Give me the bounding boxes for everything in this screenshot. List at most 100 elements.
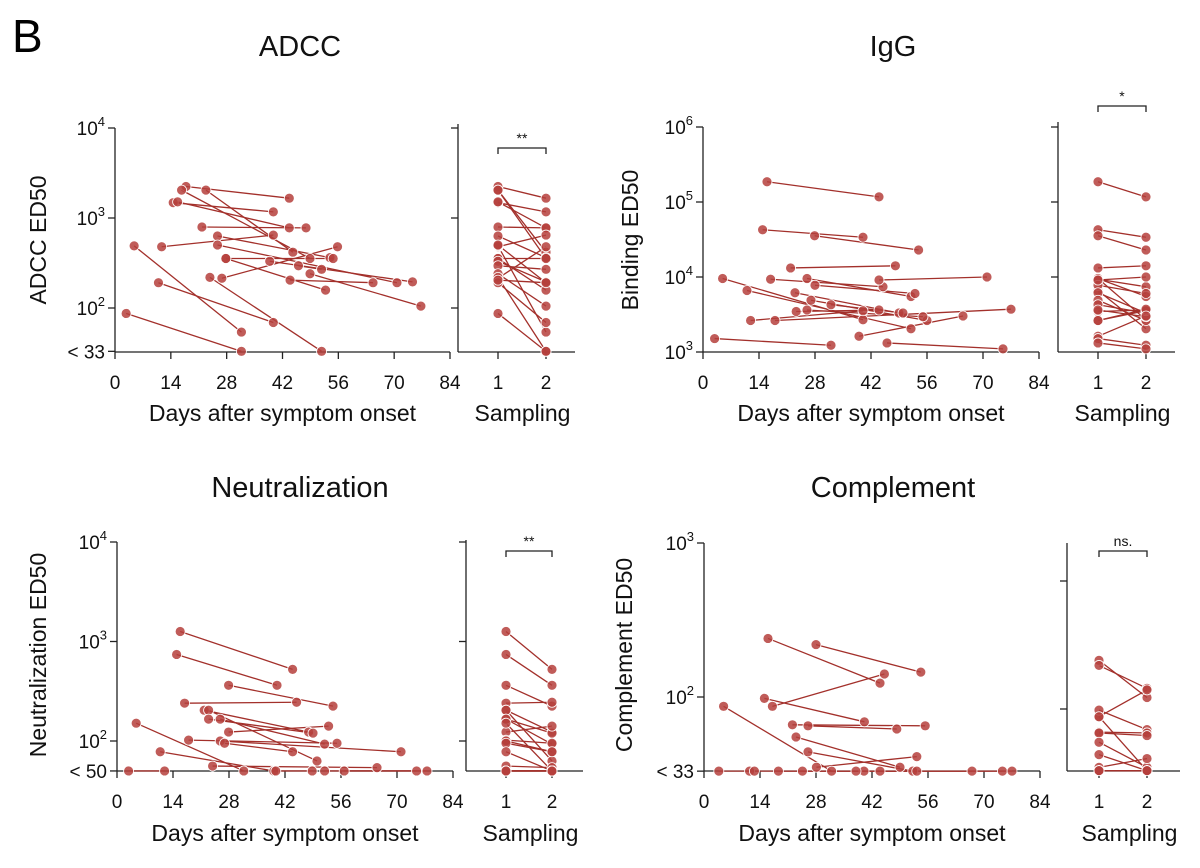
data-point-second bbox=[287, 246, 299, 258]
data-point-first bbox=[801, 273, 813, 284]
pair-line bbox=[184, 701, 297, 704]
y-tick-base: 10 bbox=[666, 688, 687, 709]
pair-line bbox=[228, 725, 329, 733]
y-tick-label: 102 bbox=[79, 727, 107, 753]
data-point-first bbox=[749, 765, 760, 777]
sampling-point-2 bbox=[540, 241, 552, 253]
x-tick-label: 28 bbox=[805, 792, 826, 813]
significance-bracket bbox=[1097, 105, 1147, 112]
data-point-first bbox=[204, 271, 216, 283]
data-point-first bbox=[785, 262, 796, 274]
significance-bracket bbox=[497, 147, 547, 154]
y-tick-label: 102 bbox=[666, 683, 694, 709]
data-point-first bbox=[154, 746, 166, 758]
data-point-first bbox=[790, 731, 802, 743]
data-point-second bbox=[332, 241, 343, 253]
sampling-axis-label: Sampling bbox=[1082, 820, 1178, 846]
x-tick-label: 0 bbox=[699, 792, 710, 813]
data-point-second bbox=[913, 244, 924, 256]
data-point-first bbox=[171, 649, 183, 660]
data-point-second bbox=[957, 310, 969, 322]
sampling-pair-line bbox=[1097, 181, 1147, 198]
x-tick-label: 56 bbox=[917, 792, 938, 813]
data-point-first bbox=[762, 633, 774, 644]
data-point-first bbox=[203, 713, 215, 725]
data-point-first bbox=[765, 273, 776, 285]
chart-title: Complement bbox=[811, 472, 975, 504]
x-tick-label: 42 bbox=[274, 792, 295, 813]
sampling-point-2 bbox=[540, 206, 552, 218]
sampling-pair-line bbox=[1098, 732, 1148, 737]
x-tick-label: 14 bbox=[748, 373, 770, 394]
sampling-pair-line bbox=[1098, 659, 1148, 699]
sampling-point-2 bbox=[540, 253, 552, 264]
x-tick-label: 70 bbox=[973, 792, 994, 813]
x-tick-label: 14 bbox=[160, 373, 182, 394]
data-point-second bbox=[304, 253, 316, 264]
sampling-point-1 bbox=[1093, 736, 1105, 748]
sampling-point-1 bbox=[500, 765, 512, 777]
sampling-point-1 bbox=[500, 704, 512, 716]
y-tick-base: 10 bbox=[79, 533, 100, 554]
data-point-second bbox=[919, 720, 931, 732]
data-point-first bbox=[212, 230, 223, 242]
sampling-tick-label: 2 bbox=[1141, 373, 1152, 394]
sampling-point-1 bbox=[500, 746, 512, 758]
sampling-point-2 bbox=[1140, 191, 1152, 203]
pair-line bbox=[816, 755, 917, 768]
y-axis-label: Neutralization ED50 bbox=[25, 553, 51, 758]
data-point-second bbox=[327, 700, 339, 712]
y-tick-label: 103 bbox=[77, 204, 105, 230]
data-point-second bbox=[905, 323, 917, 335]
data-point-second bbox=[311, 755, 323, 767]
sampling-pair-line bbox=[1098, 741, 1148, 768]
y-tick-label: 103 bbox=[79, 628, 107, 654]
x-tick-label: 56 bbox=[328, 373, 349, 394]
pair-line bbox=[176, 653, 278, 686]
data-point-first bbox=[810, 639, 822, 650]
pair-line bbox=[815, 643, 921, 673]
panel-neutralization: Neutralization Neutralization ED50 Days af… bbox=[25, 472, 583, 846]
y-tick-exponent: 6 bbox=[686, 113, 693, 128]
sampling-point-1 bbox=[1092, 262, 1104, 274]
sampling-point-1 bbox=[492, 221, 504, 233]
sampling-point-1 bbox=[492, 196, 504, 208]
data-point-second bbox=[391, 277, 403, 289]
data-point-first bbox=[174, 626, 186, 637]
data-point-first bbox=[270, 765, 282, 777]
data-point-second bbox=[287, 746, 299, 758]
data-point-second bbox=[283, 222, 295, 234]
data-point-second bbox=[271, 679, 283, 691]
sampling-point-1 bbox=[500, 649, 512, 660]
data-point-first bbox=[223, 679, 235, 691]
data-point-second bbox=[159, 765, 171, 777]
x-tick-label: 70 bbox=[386, 792, 407, 813]
y-tick-base: 10 bbox=[665, 193, 686, 214]
x-tick-label: 84 bbox=[442, 792, 464, 813]
y-axis-label: ADCC ED50 bbox=[25, 175, 51, 304]
sampling-pair-line bbox=[1097, 265, 1147, 269]
data-point-first bbox=[130, 717, 142, 729]
x-tick-label: 28 bbox=[804, 373, 825, 394]
sampling-pair-line bbox=[497, 282, 547, 324]
x-axis-label: Days after symptom onset bbox=[151, 820, 419, 846]
data-point-first bbox=[212, 239, 223, 251]
pair-line bbox=[220, 718, 325, 745]
data-point-second bbox=[316, 345, 327, 357]
sampling-tick-label: 2 bbox=[547, 792, 558, 813]
data-point-second bbox=[323, 720, 335, 732]
sampling-tick-label: 2 bbox=[1142, 792, 1153, 813]
data-point-second bbox=[267, 229, 279, 241]
sampling-pair-line bbox=[497, 244, 547, 284]
sampling-pair-line bbox=[497, 260, 547, 283]
sampling-point-2 bbox=[540, 277, 552, 289]
sampling-point-1 bbox=[1093, 727, 1105, 739]
data-point-first bbox=[220, 253, 232, 264]
sampling-point-2 bbox=[540, 229, 552, 241]
y-tick-base: 10 bbox=[79, 633, 100, 654]
sampling-pair-line bbox=[497, 273, 547, 307]
data-point-first bbox=[809, 230, 820, 242]
x-tick-label: 84 bbox=[1028, 373, 1050, 394]
data-point-second bbox=[891, 723, 903, 735]
sampling-point-2 bbox=[546, 746, 558, 758]
